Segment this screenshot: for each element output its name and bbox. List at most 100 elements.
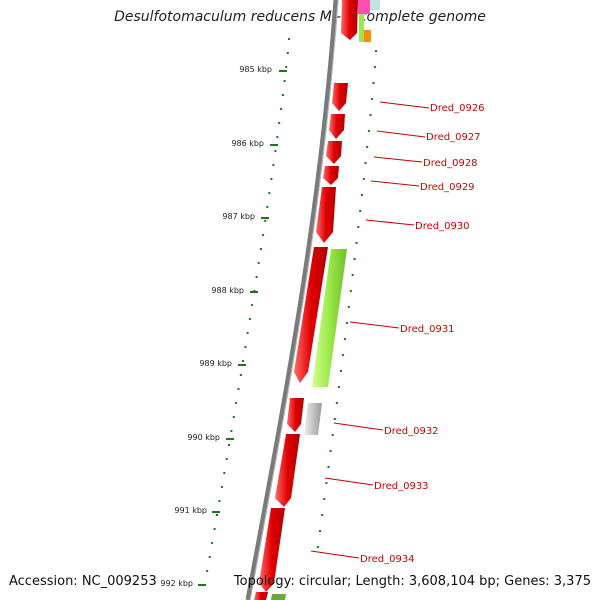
scale-dot	[339, 370, 342, 372]
svg-text:Dred_0929: Dred_0929	[420, 182, 475, 193]
scale-dot	[225, 458, 228, 460]
tick-988-kbp: 988 kbp	[211, 286, 258, 295]
scale-dot	[341, 354, 344, 356]
scale-dot	[228, 444, 230, 446]
scale-dot	[369, 114, 372, 116]
gene-arrow-dred-0932	[304, 403, 322, 435]
scale-dot	[251, 304, 254, 306]
gene-arrow-dred-0930	[316, 187, 336, 243]
gene-label-dred-0929[interactable]: Dred_0929	[370, 180, 475, 193]
scale-dot	[375, 50, 377, 52]
scale-dot	[331, 434, 334, 436]
scale-dot	[280, 108, 283, 110]
scale-dot	[235, 402, 238, 404]
scale-dot	[206, 570, 209, 572]
tick-992-kbp: 992 kbp	[160, 579, 206, 588]
scale-dot	[218, 500, 221, 502]
scale-dot	[257, 262, 260, 264]
scale-dot	[237, 388, 240, 390]
gene-label-dred-0927[interactable]: Dred_0927	[376, 130, 481, 143]
scale-dots	[203, 38, 377, 586]
tick-990-kbp: 990 kbp	[187, 433, 234, 442]
svg-text:Dred_0926: Dred_0926	[430, 103, 485, 114]
scale-dot	[357, 226, 360, 228]
scale-dot	[372, 82, 375, 84]
svg-text:985 kbp: 985 kbp	[239, 65, 272, 74]
scale-dot	[347, 306, 350, 308]
scale-dot	[335, 402, 338, 404]
tick-989-kbp: 989 kbp	[199, 359, 246, 368]
scale-dot	[333, 418, 336, 420]
scale-dot	[319, 530, 321, 532]
scale-dot	[230, 430, 233, 432]
gene-arrow-dred-0927	[329, 114, 345, 139]
scale-dot	[337, 386, 340, 388]
svg-text:991 kbp: 991 kbp	[174, 506, 207, 515]
scale-dot	[316, 546, 319, 548]
gene-label-dred-0930[interactable]: Dred_0930	[365, 219, 470, 232]
scale-dot	[208, 556, 211, 558]
scale-dot	[366, 146, 369, 148]
scale-dot	[262, 234, 265, 236]
gene-label-dred-0931[interactable]: Dred_0931	[349, 321, 455, 335]
scale-dot	[211, 542, 214, 544]
scale-dot	[355, 242, 358, 244]
gene-labels: Dred_0926 Dred_0927 Dred_0928 Dred_0929 …	[310, 101, 485, 565]
scale-dot	[361, 194, 363, 196]
scale-dot	[220, 486, 223, 488]
svg-text:986 kbp: 986 kbp	[231, 139, 264, 148]
scale-dot	[274, 150, 277, 152]
scale-dot	[255, 276, 258, 278]
gene-arrow-dred-0926	[332, 83, 348, 111]
scale-dot	[276, 136, 279, 138]
top-partial-features	[341, 0, 380, 42]
scale-dot	[345, 322, 348, 324]
scale-dot	[325, 482, 328, 484]
scale-dot	[359, 210, 362, 212]
tick-987-kbp: 987 kbp	[222, 212, 269, 221]
scale-dot	[223, 472, 226, 474]
gene-label-dred-0928[interactable]: Dred_0928	[373, 156, 478, 169]
gene-label-dred-0926[interactable]: Dred_0926	[379, 101, 485, 114]
svg-text:Dred_0927: Dred_0927	[426, 132, 481, 143]
scale-dot	[259, 248, 262, 250]
kbp-ticks: 985 kbp 986 kbp 987 kbp 988 kbp 989 kbp …	[160, 65, 287, 588]
gene-arrow-dred-0928	[326, 141, 342, 164]
svg-text:Dred_0933: Dred_0933	[374, 481, 429, 492]
scale-dot	[285, 66, 288, 68]
scale-dot	[364, 162, 367, 164]
gene-label-dred-0932[interactable]: Dred_0932	[333, 422, 439, 437]
svg-text:Dred_0930: Dred_0930	[415, 221, 470, 232]
tick-985-kbp: 985 kbp	[239, 65, 287, 74]
scale-dot	[270, 178, 273, 180]
scale-dot	[244, 346, 247, 348]
gene-arrow-bottom-green	[271, 594, 286, 600]
gene-label-dred-0933[interactable]: Dred_0933	[324, 477, 429, 492]
backbone	[245, 0, 339, 600]
scale-dot	[371, 98, 373, 100]
scale-dot	[323, 498, 326, 500]
svg-text:989 kbp: 989 kbp	[199, 359, 232, 368]
accession-label: Accession: NC_009253	[9, 574, 157, 589]
scale-dot	[329, 450, 332, 452]
tick-986-kbp: 986 kbp	[231, 139, 278, 148]
svg-text:Dred_0928: Dred_0928	[423, 158, 478, 169]
svg-text:992 kbp: 992 kbp	[160, 579, 193, 588]
scale-dot	[278, 122, 281, 124]
scale-dot	[242, 360, 245, 362]
scale-dot	[351, 274, 354, 276]
svg-text:987 kbp: 987 kbp	[222, 212, 255, 221]
scale-dot	[246, 332, 249, 334]
scale-dot	[213, 528, 216, 530]
gene-arrows	[254, 83, 348, 600]
svg-text:Dred_0932: Dred_0932	[384, 426, 439, 437]
svg-text:Dred_0934: Dred_0934	[360, 554, 415, 565]
scale-dot	[349, 290, 352, 292]
svg-text:990 kbp: 990 kbp	[187, 433, 220, 442]
tick-991-kbp: 991 kbp	[174, 506, 220, 515]
gene-label-dred-0934[interactable]: Dred_0934	[310, 550, 415, 565]
scale-dot	[343, 338, 346, 340]
scale-dot	[283, 80, 286, 82]
gene-arrow-dred-0929	[323, 166, 339, 185]
